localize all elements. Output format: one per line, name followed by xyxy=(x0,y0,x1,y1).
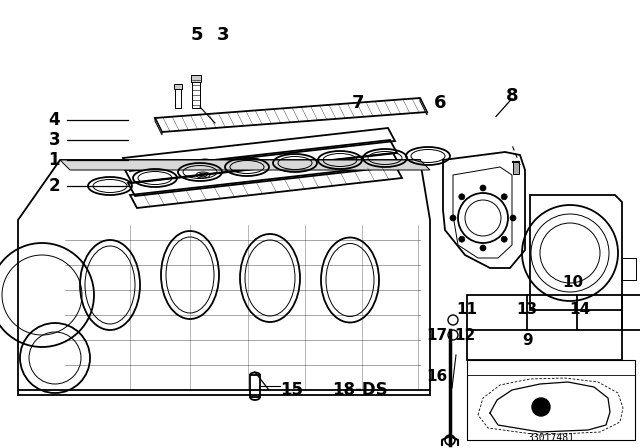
Circle shape xyxy=(480,245,486,251)
Circle shape xyxy=(459,194,465,200)
Bar xyxy=(622,258,636,280)
Text: 3: 3 xyxy=(49,131,60,149)
Polygon shape xyxy=(155,118,162,135)
Text: 9: 9 xyxy=(522,333,532,348)
Text: 5: 5 xyxy=(191,26,204,44)
Text: 3: 3 xyxy=(216,26,229,44)
Text: 13: 13 xyxy=(516,302,538,317)
Text: 15: 15 xyxy=(280,381,303,399)
Text: 12: 12 xyxy=(454,327,476,343)
Bar xyxy=(191,75,201,82)
Circle shape xyxy=(450,215,456,221)
Text: 4: 4 xyxy=(49,111,60,129)
Text: 17: 17 xyxy=(426,327,447,343)
Bar xyxy=(467,360,635,440)
Bar xyxy=(467,295,622,360)
Circle shape xyxy=(501,194,508,200)
Polygon shape xyxy=(420,98,427,115)
Text: 10: 10 xyxy=(562,275,584,290)
Text: 11: 11 xyxy=(457,302,477,317)
Text: 6: 6 xyxy=(434,94,447,112)
Text: 16: 16 xyxy=(426,369,447,384)
Bar xyxy=(174,84,182,89)
Circle shape xyxy=(480,185,486,191)
Bar xyxy=(622,295,640,330)
Polygon shape xyxy=(60,160,430,170)
Text: 1: 1 xyxy=(49,151,60,169)
Circle shape xyxy=(459,236,465,242)
Circle shape xyxy=(510,215,516,221)
Bar xyxy=(192,80,200,108)
Circle shape xyxy=(532,398,550,416)
Text: 8: 8 xyxy=(506,87,518,105)
Text: 33017481: 33017481 xyxy=(527,433,575,443)
Bar xyxy=(250,375,260,397)
Text: 18-DS: 18-DS xyxy=(332,381,387,399)
Text: 2: 2 xyxy=(49,177,60,195)
Bar xyxy=(175,88,181,108)
Bar xyxy=(513,162,519,174)
Text: 14: 14 xyxy=(569,302,591,317)
Text: 7: 7 xyxy=(352,94,365,112)
Circle shape xyxy=(501,236,508,242)
